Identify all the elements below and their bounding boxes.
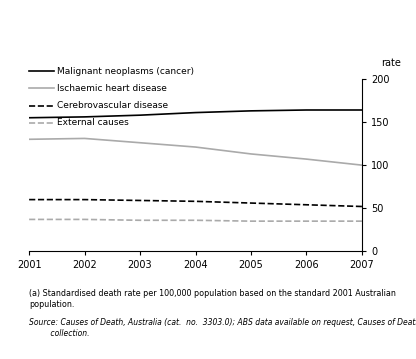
Text: rate: rate [381,58,401,68]
Text: Source: Causes of Death, Australia (cat.  no.  3303.0); ABS data available on re: Source: Causes of Death, Australia (cat.… [29,318,416,327]
Text: collection.: collection. [29,329,89,338]
Text: (a) Standardised death rate per 100,000 population based on the standard 2001 Au: (a) Standardised death rate per 100,000 … [29,289,396,298]
Text: Cerebrovascular disease: Cerebrovascular disease [57,101,168,110]
Text: Malignant neoplasms (cancer): Malignant neoplasms (cancer) [57,66,194,76]
Text: External causes: External causes [57,118,129,127]
Text: population.: population. [29,300,74,309]
Text: Ischaemic heart disease: Ischaemic heart disease [57,84,167,93]
